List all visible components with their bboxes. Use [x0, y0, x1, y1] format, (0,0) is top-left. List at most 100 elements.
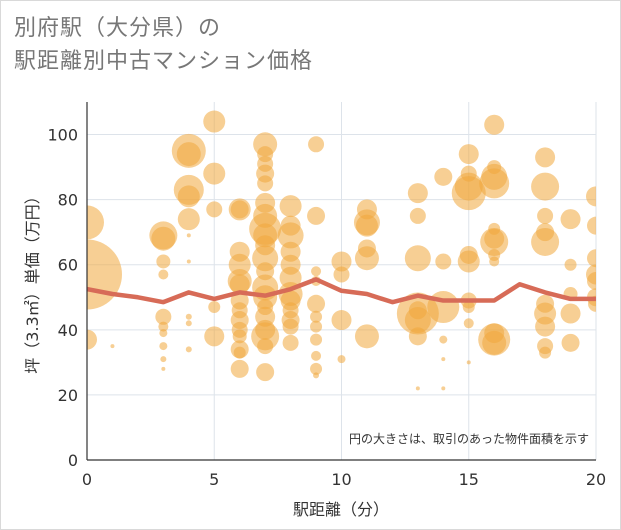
data-bubble: [87, 205, 104, 240]
data-bubble: [441, 357, 446, 362]
data-bubble: [407, 183, 428, 204]
y-tick-label: 60: [58, 256, 78, 275]
data-bubble: [185, 320, 192, 327]
data-bubble: [587, 272, 596, 290]
data-bubble: [310, 333, 323, 346]
data-bubble: [156, 254, 171, 269]
data-bubble: [203, 162, 226, 185]
data-bubble: [404, 245, 431, 272]
data-bubble: [230, 200, 249, 219]
data-bubble: [87, 329, 97, 350]
data-bubble: [158, 269, 169, 280]
x-tick-label: 20: [586, 470, 606, 489]
data-bubble: [159, 329, 168, 338]
data-bubble: [256, 363, 275, 382]
y-tick-label: 80: [58, 191, 78, 210]
data-bubble: [408, 327, 427, 346]
data-bubble: [282, 318, 299, 335]
data-bubble: [230, 359, 249, 378]
data-bubble: [479, 168, 510, 199]
data-bubble: [587, 216, 596, 235]
average-price-line: [87, 277, 596, 305]
data-bubble: [482, 330, 507, 355]
data-bubble: [539, 346, 552, 359]
data-bubble: [310, 320, 323, 333]
data-bubble: [466, 360, 471, 365]
axes: 0 20 40 60 80 100 0 5 10 15 20: [47, 102, 606, 489]
data-bubble: [282, 334, 299, 351]
data-bubble: [310, 362, 323, 375]
data-bubble: [435, 253, 452, 270]
data-bubble: [354, 246, 379, 271]
x-axis-label: 駅距離（分）: [293, 500, 389, 519]
data-bubble: [233, 346, 246, 359]
data-bubble: [587, 249, 596, 268]
data-bubble: [458, 144, 479, 165]
data-bubble: [279, 195, 302, 218]
data-bubble: [232, 329, 247, 344]
data-bubble: [537, 207, 554, 224]
data-bubble: [313, 372, 320, 379]
data-bubble: [257, 175, 274, 192]
data-bubble: [462, 301, 475, 314]
data-bubble: [228, 253, 251, 276]
data-bubble: [535, 316, 556, 337]
y-tick-label: 40: [58, 321, 78, 340]
data-bubble: [160, 356, 167, 363]
data-bubble: [185, 346, 192, 353]
data-bubble: [331, 310, 352, 331]
data-bubble: [564, 258, 577, 271]
data-bubble: [535, 147, 556, 168]
data-bubble: [308, 136, 325, 153]
data-bubble: [404, 307, 431, 334]
data-bubble: [480, 227, 509, 256]
data-bubble: [151, 226, 176, 251]
data-bubble: [484, 114, 505, 135]
data-bubble: [310, 310, 323, 323]
data-bubble: [331, 251, 352, 272]
chart-title-line-1: 別府駅（大分県）の: [14, 16, 222, 41]
data-bubble: [355, 214, 378, 237]
x-tick-label: 15: [459, 470, 479, 489]
trend-line-group: [87, 277, 596, 305]
data-bubble: [161, 366, 166, 371]
data-bubble: [489, 256, 500, 267]
data-bubble: [434, 167, 453, 186]
y-axis-label: 坪（3.3㎡）単価（万円）: [23, 188, 42, 373]
data-bubble: [277, 222, 304, 249]
data-bubble: [176, 142, 201, 167]
x-tick-label: 5: [209, 470, 219, 489]
data-bubble: [311, 266, 322, 277]
data-bubble: [333, 266, 350, 283]
data-bubble: [439, 335, 448, 344]
data-bubble: [560, 303, 581, 324]
data-bubble: [586, 186, 596, 207]
data-bubble: [177, 185, 200, 208]
chart-title-line-2: 駅距離別中古マンション価格: [14, 49, 314, 74]
x-tick-label: 10: [331, 470, 351, 489]
y-tick-label: 0: [68, 451, 78, 470]
data-bubble: [451, 176, 486, 211]
data-bubble: [159, 342, 168, 351]
data-bubble: [307, 206, 326, 225]
data-bubble: [457, 250, 480, 273]
chart-title: 別府駅（大分県）の 駅距離別中古マンション価格: [14, 12, 313, 78]
bubbles: [87, 110, 596, 391]
data-bubble: [177, 208, 200, 231]
data-bubble: [409, 207, 426, 224]
data-bubble: [203, 110, 226, 133]
data-bubble: [186, 259, 191, 264]
data-bubble: [279, 266, 302, 289]
size-note: 円の大きさは、取引のあった物件面積を示す: [349, 431, 589, 446]
y-tick-label: 20: [58, 386, 78, 405]
data-bubble: [257, 338, 274, 355]
data-bubble: [441, 386, 446, 391]
data-bubble: [186, 233, 191, 238]
data-bubble: [208, 301, 221, 314]
data-bubble: [155, 308, 172, 325]
x-tick-label: 0: [82, 470, 92, 489]
data-bubble: [354, 324, 379, 349]
data-bubble: [463, 318, 474, 329]
data-bubble: [185, 313, 192, 320]
